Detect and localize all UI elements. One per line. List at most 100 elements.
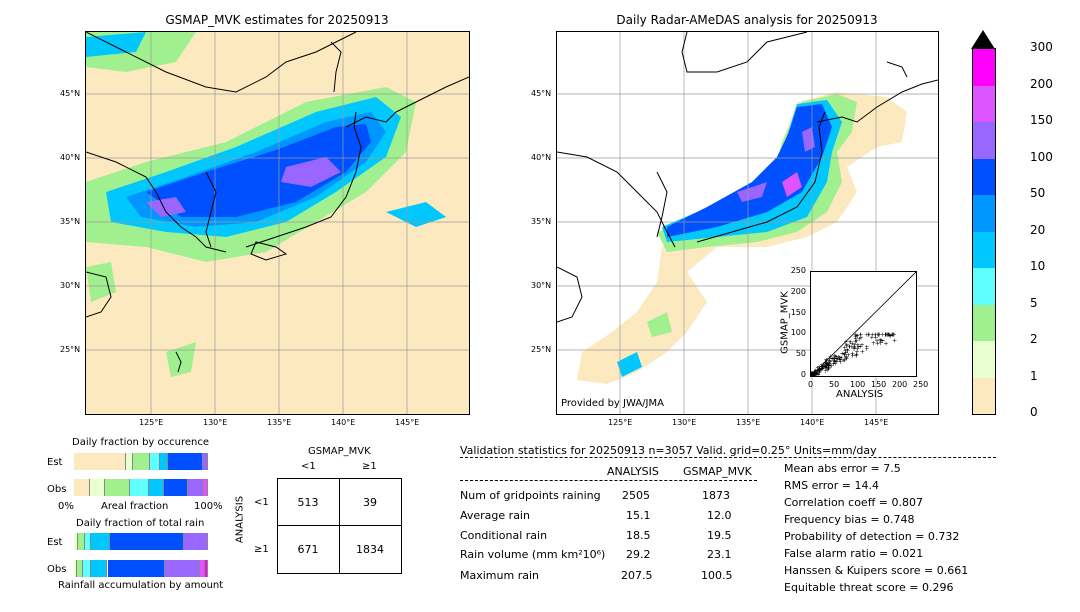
scatter-point: + (811, 372, 814, 376)
scatter-point: + (875, 340, 880, 347)
scatter-plot: + + + + + + + + + + + + + + + + + + + + + + + + + + + + + + + + + + + + + + + +… (808, 271, 917, 380)
left-lon-140: 140°E (331, 418, 356, 427)
scatter-point: + (887, 331, 892, 338)
colorbar-segment (973, 304, 995, 341)
fraction-segment (74, 560, 77, 577)
scatter-point: + (841, 358, 846, 365)
scatter-point: + (884, 331, 889, 338)
scatter-point: + (873, 334, 878, 341)
scatter-point: + (813, 370, 818, 376)
scatter-point: + (811, 371, 815, 376)
scatter-point: + (876, 331, 881, 338)
scatter-point: + (853, 332, 858, 339)
scatter-point: + (824, 363, 829, 370)
validation-row-label: Num of gridpoints raining (460, 489, 601, 502)
fraction-segment (149, 479, 164, 496)
scatter-point: + (837, 357, 842, 364)
right-map-field (557, 32, 938, 414)
scatter-point: + (858, 343, 863, 350)
contingency-row-axis: ANALYSIS (234, 495, 246, 544)
scatter-point: + (878, 340, 883, 347)
scatter-point: + (815, 369, 820, 376)
validation-row-gsmap: 1873 (702, 489, 730, 502)
scatter-point: + (858, 334, 863, 341)
validation-subdivider (460, 480, 757, 481)
scatter-point: + (851, 346, 856, 353)
colorbar-label: 50 (1030, 186, 1046, 200)
scatter-point: + (826, 361, 831, 368)
right-lon-125: 125°E (608, 418, 633, 427)
colorbar-label: 10 (1030, 259, 1046, 273)
scatter-point: + (812, 372, 817, 376)
validation-col-analysis: ANALYSIS (607, 465, 659, 478)
total-rain-footer: Rainfall accumulation by amount (58, 580, 224, 591)
scatter-point: + (853, 336, 858, 343)
scatter-point: + (834, 359, 839, 366)
scatter-point: + (853, 333, 858, 340)
right-map-title: Daily Radar-AMeDAS analysis for 20250913 (616, 13, 878, 27)
scatter-point: + (880, 331, 885, 338)
fraction-segment (150, 453, 160, 470)
scatter-point: + (839, 355, 844, 362)
fraction-segment (76, 560, 84, 577)
scatter-point: + (833, 359, 838, 366)
scatter-point: + (823, 359, 828, 366)
scatter-point: + (844, 354, 849, 361)
right-lon-130: 130°E (672, 418, 697, 427)
scatter-point: + (816, 367, 821, 374)
scatter-point: + (847, 343, 852, 350)
scatter-point: + (890, 331, 895, 338)
colorbar-segment (973, 158, 995, 195)
scatter-point: + (828, 363, 833, 370)
fraction-segment (90, 479, 105, 496)
scatter-point: + (838, 356, 843, 363)
scatter-point: + (850, 350, 855, 357)
colorbar-segment (973, 122, 995, 159)
scatter-point: + (811, 372, 814, 376)
scatter-point: + (812, 370, 817, 376)
scatter-point: + (875, 331, 880, 338)
colorbar-label: 200 (1030, 76, 1053, 91)
fraction-segment (202, 479, 208, 496)
scatter-point: + (826, 365, 831, 372)
scatter-point: + (812, 370, 817, 376)
scatter-point: + (817, 369, 822, 376)
scatter-point: + (854, 338, 859, 345)
scatter-point: + (883, 331, 888, 338)
right-lat-25: 25°N (531, 345, 552, 354)
scatter-points: ++++++++++++++++++++++++++++++++++ ++++++… (808, 271, 917, 380)
scatter-point: + (811, 371, 814, 377)
total-rain-est-bar (74, 533, 208, 550)
scatter-point: + (812, 372, 817, 376)
scatter-point: + (817, 366, 822, 373)
validation-row-analysis: 15.1 (626, 509, 651, 522)
validation-col-gsmap: GSMAP_MVK (683, 465, 752, 478)
scatter-point: + (812, 372, 817, 376)
colorbar-segment (973, 85, 995, 122)
scatter-point: + (830, 356, 835, 363)
scatter-point: + (891, 331, 896, 338)
scatter-point: + (811, 371, 814, 377)
scatter-y-tick: 150 (790, 307, 806, 317)
scatter-point: + (883, 331, 888, 338)
scatter-point: + (855, 342, 860, 349)
scatter-point: + (811, 370, 815, 376)
scatter-point: + (835, 356, 840, 363)
scatter-point: + (814, 371, 819, 376)
scatter-point: + (852, 344, 857, 351)
scatter-point: + (819, 362, 824, 369)
scatter-point: + (826, 363, 831, 370)
fraction-segment (205, 560, 208, 577)
scatter-point: + (820, 364, 825, 371)
fraction-segment (104, 479, 131, 496)
scatter-xlabel: ANALYSIS (836, 389, 884, 400)
scatter-point: + (811, 371, 814, 376)
validation-row-label: Maximum rain (460, 569, 539, 582)
scatter-point: + (878, 337, 883, 344)
colorbar-label: 0 (1030, 405, 1038, 419)
scatter-point: + (843, 350, 848, 357)
scatter-point: + (824, 365, 829, 372)
occurrence-obs-label: Obs (47, 484, 67, 495)
right-lat-30: 30°N (531, 281, 552, 290)
colorbar-segment (973, 49, 995, 86)
